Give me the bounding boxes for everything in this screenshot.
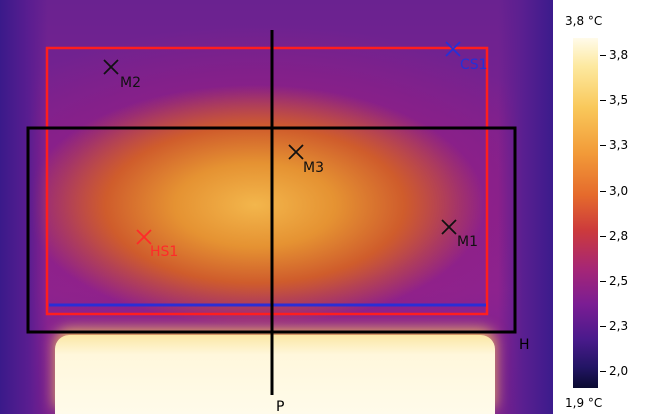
marker-m1-cross[interactable] — [441, 219, 457, 235]
scale-tick-label: 3,0 — [609, 184, 629, 198]
line-label-h: H — [519, 337, 530, 353]
cold-edge-left — [0, 0, 48, 414]
red-measure-box[interactable] — [45, 46, 489, 316]
scale-tick — [600, 371, 606, 372]
scale-tick-label: 2,8 — [609, 229, 629, 243]
thermal-image: M2 M3 M1 HS1 CS1 H P — [0, 0, 553, 414]
scale-tick-label: 2,0 — [609, 364, 629, 378]
marker-cs1-label: CS1 — [460, 57, 488, 73]
color-scale-bar — [573, 38, 598, 388]
scale-tick — [600, 236, 606, 237]
marker-m3-cross[interactable] — [288, 144, 304, 160]
scale-min-label: 1,9 °C — [565, 396, 603, 410]
marker-cs1-cross[interactable] — [445, 41, 461, 57]
scale-tick-label: 3,5 — [609, 93, 629, 107]
scale-tick — [600, 191, 606, 192]
marker-m3-label: M3 — [303, 160, 324, 176]
scale-tick — [600, 55, 606, 56]
marker-hs1-label: HS1 — [150, 244, 179, 260]
cold-edge-right — [498, 0, 553, 414]
scale-tick — [600, 326, 606, 327]
hot-region — [55, 335, 495, 414]
marker-hs1-cross[interactable] — [136, 229, 152, 245]
scale-tick-label: 2,3 — [609, 319, 629, 333]
scale-max-label: 3,8 °C — [565, 14, 603, 28]
marker-m2-label: M2 — [120, 75, 141, 91]
marker-m2-cross[interactable] — [103, 59, 119, 75]
line-label-p: P — [276, 399, 285, 414]
scale-tick-label: 3,3 — [609, 138, 629, 152]
overlay-graphics — [26, 30, 517, 395]
marker-m1-label: M1 — [457, 234, 478, 250]
scale-tick-label: 3,8 — [609, 48, 629, 62]
scale-tick-label: 2,5 — [609, 274, 629, 288]
scale-tick — [600, 145, 606, 146]
scale-tick — [600, 100, 606, 101]
scale-tick — [600, 281, 606, 282]
